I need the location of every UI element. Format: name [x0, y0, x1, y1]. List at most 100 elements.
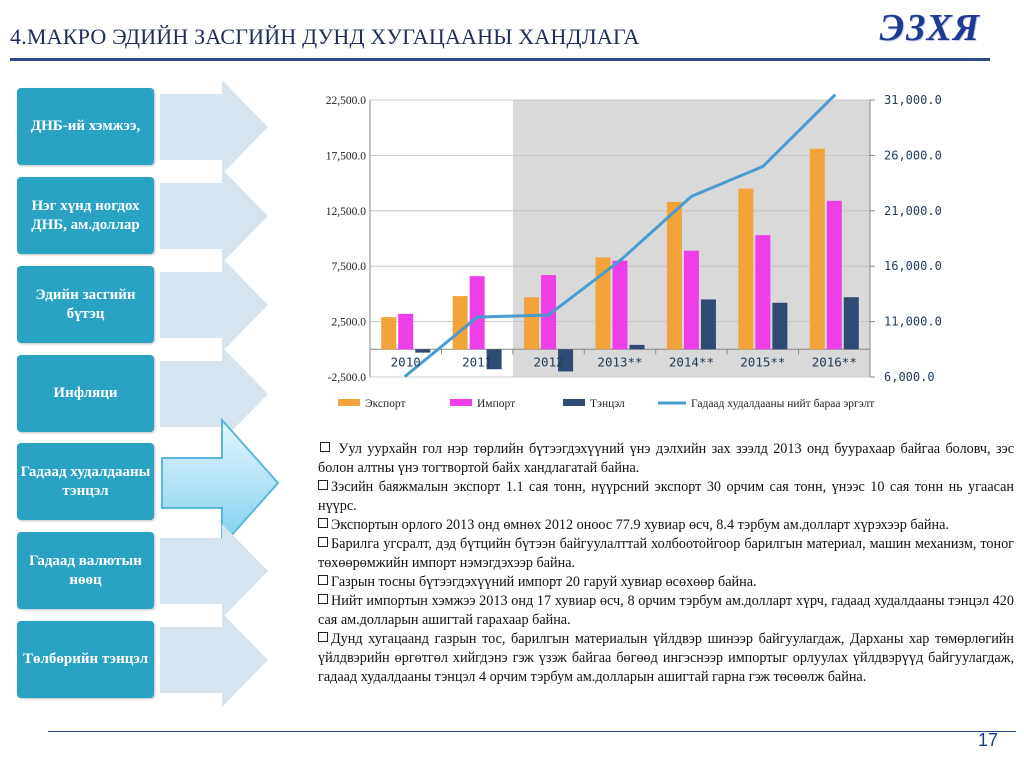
bar-экспорт [524, 297, 540, 350]
checkbox-bullet-icon [318, 537, 328, 547]
commentary-paragraph-text: Барилга угсралт, дэд бүтцийн бүтээн байг… [318, 536, 1014, 571]
bar-тэнцэл [486, 349, 502, 370]
sidebar-item-3[interactable]: Эдийн засгийн бүтэц [17, 266, 154, 343]
bar-тэнцэл [843, 297, 859, 350]
x-tick-label: 2013** [597, 354, 642, 369]
legend-swatch [338, 399, 360, 406]
arrow-icon [160, 613, 268, 707]
line-point [404, 374, 408, 378]
line-point [689, 194, 693, 198]
bar-импорт [541, 275, 557, 350]
checkbox-bullet-icon [318, 480, 328, 490]
x-tick-label: 2012 [534, 354, 564, 369]
commentary-paragraph: Уул уурхайн гол нэр төрлийн бүтээгдэхүүн… [318, 440, 1014, 478]
bar-импорт [683, 250, 699, 350]
sidebar-item-label: Төлбөрийн тэнцэл [22, 651, 149, 667]
checkbox-bullet-icon [318, 575, 328, 585]
commentary-paragraph: Газрын тосны бүтээгдэхүүний импорт 20 га… [318, 573, 1014, 592]
bar-импорт [469, 276, 485, 350]
line-point [618, 259, 622, 263]
commentary-paragraph-text: Газрын тосны бүтээгдэхүүний импорт 20 га… [331, 574, 757, 590]
legend-label: Тэнцэл [590, 398, 625, 410]
bar-импорт [826, 200, 842, 350]
sidebar-item-label: Инфляци [53, 385, 118, 401]
checkbox-bullet-icon [318, 594, 328, 604]
commentary-paragraph-text: Дунд хугацаанд газрын тос, барилгын мате… [318, 631, 1014, 685]
line-point [761, 164, 765, 168]
bar-тэнцэл [772, 302, 788, 350]
commentary-paragraph-text: Уул уурхайн гол нэр төрлийн бүтээгдэхүүн… [318, 441, 1014, 476]
bar-экспорт [809, 148, 825, 350]
title-divider [10, 58, 990, 61]
sidebar-item-label: Гадаад худалдааны тэнцэл [20, 463, 151, 499]
x-tick-label: 2010 [391, 354, 421, 369]
commentary-paragraph: Нийт импортын хэмжээ 2013 онд 17 хувиар … [318, 592, 1014, 630]
line-point [547, 313, 551, 317]
sidebar-item-4[interactable]: Инфляци [17, 355, 154, 432]
active-arrow-icon [161, 418, 280, 548]
page-number: 17 [977, 730, 998, 750]
y-right-tick-label: 11,000.0 [884, 315, 942, 329]
legend-label: Гадаад худалдааны нийт бараа эргэлт [691, 398, 874, 410]
arrow-icon [160, 80, 268, 174]
commentary-paragraph-text: Нийт импортын хэмжээ 2013 онд 17 хувиар … [318, 593, 1014, 628]
sidebar-item-2[interactable]: Нэг хүнд ногдох ДНБ, ам.доллар [17, 177, 154, 254]
sidebar-item-label: Эдийн засгийн бүтэц [35, 286, 136, 322]
sidebar-item-6[interactable]: Гадаад валютын нөөц [17, 532, 154, 609]
legend-label: Импорт [477, 398, 515, 410]
y-right-tick-label: 31,000.0 [884, 93, 942, 107]
bar-экспорт [666, 201, 682, 350]
sidebar-item-7[interactable]: Төлбөрийн тэнцэл [17, 621, 154, 698]
bar-экспорт [738, 188, 754, 350]
bar-тэнцэл [629, 344, 645, 350]
bar-тэнцэл [700, 299, 716, 350]
x-tick-label: 2014** [669, 354, 714, 369]
commentary-paragraph: Зэсийн баяжмалын экспорт 1.1 сая тонн, н… [318, 478, 1014, 516]
y-left-tick-label: -2,500.0 [328, 372, 367, 384]
trade-chart-svg: -2,500.0 2,500.0 7,500.0 12,500.0 17,500.0 22… [326, 93, 942, 410]
arrow-icon [160, 169, 268, 263]
checkbox-bullet-icon [318, 632, 328, 642]
bar-экспорт [452, 296, 468, 350]
legend-label: Экспорт [365, 398, 406, 410]
y-left-tick-label: 7,500.0 [332, 261, 367, 273]
bar-импорт [398, 313, 414, 350]
logo: ЭЗХЯ [879, 7, 980, 49]
y-left-tick-label: 2,500.0 [332, 317, 367, 329]
legend-swatch [563, 399, 585, 406]
y-right-tick-label: 16,000.0 [884, 259, 942, 273]
sidebar-item-1[interactable]: ДНБ-ий хэмжээ, [17, 88, 154, 165]
commentary-text: Уул уурхайн гол нэр төрлийн бүтээгдэхүүн… [318, 440, 1014, 687]
bar-импорт [612, 260, 628, 350]
commentary-paragraph: Экспортын орлого 2013 онд өмнөх 2012 оно… [318, 516, 1014, 535]
checkbox-bullet-icon [318, 518, 328, 528]
sidebar-item-5[interactable]: Гадаад худалдааны тэнцэл [17, 443, 154, 520]
y-left-tick-label: 22,500.0 [326, 95, 367, 107]
commentary-paragraph: Дунд хугацаанд газрын тос, барилгын мате… [318, 630, 1014, 687]
line-point [475, 315, 479, 319]
page-title: 4.МАКРО ЭДИЙН ЗАСГИЙН ДУНД ХУГАЦААНЫ ХАН… [10, 24, 640, 49]
x-tick-label: 2011 [462, 354, 492, 369]
arrow-icon [160, 347, 268, 441]
y-right-tick-label: 21,000.0 [884, 204, 942, 218]
legend-swatch [450, 399, 472, 406]
sidebar-item-label: Гадаад валютын нөөц [29, 552, 142, 588]
y-left-tick-label: 12,500.0 [326, 206, 367, 218]
arrow-icon [160, 258, 268, 352]
bar-экспорт [595, 257, 611, 350]
sidebar-item-label: ДНБ-ий хэмжээ, [30, 118, 141, 134]
commentary-paragraph: Барилга угсралт, дэд бүтцийн бүтээн байг… [318, 535, 1014, 573]
y-right-tick-label: 26,000.0 [884, 148, 942, 162]
trade-chart: -2,500.0 2,500.0 7,500.0 12,500.0 17,500.0 22… [280, 85, 1020, 420]
bar-тэнцэл [415, 349, 431, 353]
bar-импорт [755, 235, 771, 350]
bar-тэнцэл [558, 349, 574, 372]
commentary-paragraph-text: Экспортын орлого 2013 онд өмнөх 2012 оно… [331, 517, 949, 533]
arrow-icon [160, 524, 268, 618]
y-left-tick-label: 17,500.0 [326, 150, 367, 162]
footer-divider [48, 731, 1016, 732]
line-point [832, 94, 836, 98]
x-tick-label: 2016** [812, 354, 857, 369]
x-tick-label: 2015** [740, 354, 785, 369]
bar-экспорт [381, 317, 397, 350]
